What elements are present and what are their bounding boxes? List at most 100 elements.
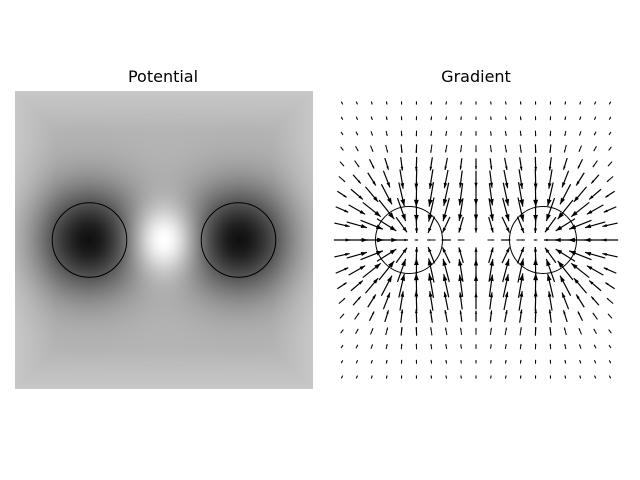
gradient-arrow	[564, 375, 567, 379]
gradient-arrow	[533, 290, 538, 312]
gradient-arrow	[563, 327, 567, 336]
gradient-arrow	[602, 252, 618, 258]
gradient-arrow	[368, 311, 375, 321]
gradient-arrow	[549, 375, 552, 379]
gradient-arrow	[429, 309, 433, 323]
gradient-arrow	[588, 280, 602, 292]
gradient-arrow	[458, 259, 464, 282]
gradient-arrow	[457, 239, 465, 241]
gradient-arrow	[557, 260, 574, 281]
gradient-arrow	[337, 282, 347, 290]
gradient-arrow	[519, 375, 522, 379]
gradient-arrow	[608, 375, 612, 379]
gradient-arrow	[561, 292, 570, 310]
gradient-arrow	[488, 259, 494, 282]
gradient-arrow	[570, 262, 590, 279]
gradient-arrow	[489, 327, 492, 335]
gradient-arrow	[517, 258, 525, 283]
gradient-arrow	[561, 170, 570, 188]
gradient-arrow	[385, 359, 388, 364]
gradient-arrow	[395, 247, 408, 264]
gradient-arrow	[460, 116, 462, 121]
gradient-arrow	[384, 157, 390, 170]
gradient-arrow	[414, 156, 418, 171]
gradient-arrow	[488, 247, 494, 264]
gradient-arrow	[428, 291, 434, 311]
gradient-arrow	[364, 277, 379, 294]
gradient-arrow	[549, 101, 552, 105]
gradient-arrow	[400, 101, 403, 105]
gradient-arrow	[488, 198, 494, 221]
gradient-arrow	[443, 169, 449, 189]
gradient-arrow	[534, 116, 537, 121]
gradient-arrow	[430, 327, 433, 336]
gradient-arrow	[458, 198, 464, 221]
gradient-arrow	[340, 101, 344, 105]
gradient-arrow	[445, 144, 448, 153]
gradient-arrow	[562, 310, 568, 323]
gradient-arrow	[444, 157, 448, 171]
gradient-arrow	[427, 216, 436, 234]
gradient-arrow	[519, 327, 522, 336]
potential-heatmap	[15, 91, 313, 389]
gradient-arrow	[380, 275, 393, 296]
gradient-arrow	[445, 375, 447, 379]
gradient-arrow	[545, 258, 556, 283]
gradient-arrow	[548, 309, 552, 323]
gradient-arrow	[573, 186, 588, 203]
gradient-arrow	[427, 246, 436, 264]
gradient-arrow	[338, 297, 346, 305]
gradient-arrow	[415, 326, 418, 336]
gradient-arrow	[368, 159, 375, 169]
gradient-arrow	[475, 145, 477, 153]
gradient-arrow	[534, 326, 537, 336]
gradient-arrow	[395, 216, 408, 233]
gradient-arrow	[370, 375, 373, 379]
gradient-arrow	[608, 146, 612, 151]
gradient-arrow	[534, 101, 537, 105]
gradient-arrow	[475, 360, 477, 364]
gradient-arrow	[384, 310, 390, 323]
gradient-arrow	[346, 251, 368, 259]
gradient-arrow	[489, 158, 493, 170]
gradient-arrow	[474, 310, 478, 322]
gradient-arrow	[533, 216, 538, 234]
gradient-arrow	[427, 182, 435, 207]
gradient-arrow	[608, 131, 612, 136]
gradient-arrow	[503, 169, 509, 189]
gradient-arrow	[519, 309, 523, 323]
gradient-arrow	[577, 311, 584, 321]
gradient-arrow	[415, 116, 418, 121]
gradient-arrow	[352, 174, 362, 184]
gradient-arrow	[489, 145, 492, 153]
gradient-arrow	[427, 239, 436, 241]
gradient-arrow	[516, 246, 525, 264]
gradient-arrow	[364, 186, 379, 203]
gradient-arrow	[460, 131, 462, 136]
gradient-arrow	[584, 251, 606, 259]
gradient-arrow	[490, 131, 492, 136]
gradient-arrow	[430, 359, 433, 364]
gradient-arrow	[474, 216, 478, 233]
gradient-arrow	[459, 158, 463, 170]
gradient-arrow	[608, 329, 612, 334]
gradient-arrow	[578, 145, 582, 152]
gradient-arrow	[382, 170, 391, 188]
gradient-arrow	[350, 280, 364, 292]
gradient-arrow	[549, 144, 552, 153]
gradient-arrow	[378, 199, 395, 220]
gradient-arrow	[608, 116, 612, 120]
gradient-arrow	[385, 144, 389, 153]
gradient-arrow	[400, 309, 404, 323]
gradient-arrow	[490, 359, 492, 364]
gradient-arrow	[459, 310, 463, 322]
gradient-arrow	[608, 360, 612, 364]
gradient-arrow	[414, 216, 419, 234]
gradient-arrow	[607, 161, 613, 167]
gradient-quiver-plot	[333, 101, 619, 379]
gradient-arrow	[382, 292, 391, 310]
gradient-arrow	[519, 130, 522, 137]
gradient-arrow	[534, 309, 538, 324]
gradient-arrow	[460, 344, 462, 349]
gradient-arrow	[340, 116, 344, 120]
